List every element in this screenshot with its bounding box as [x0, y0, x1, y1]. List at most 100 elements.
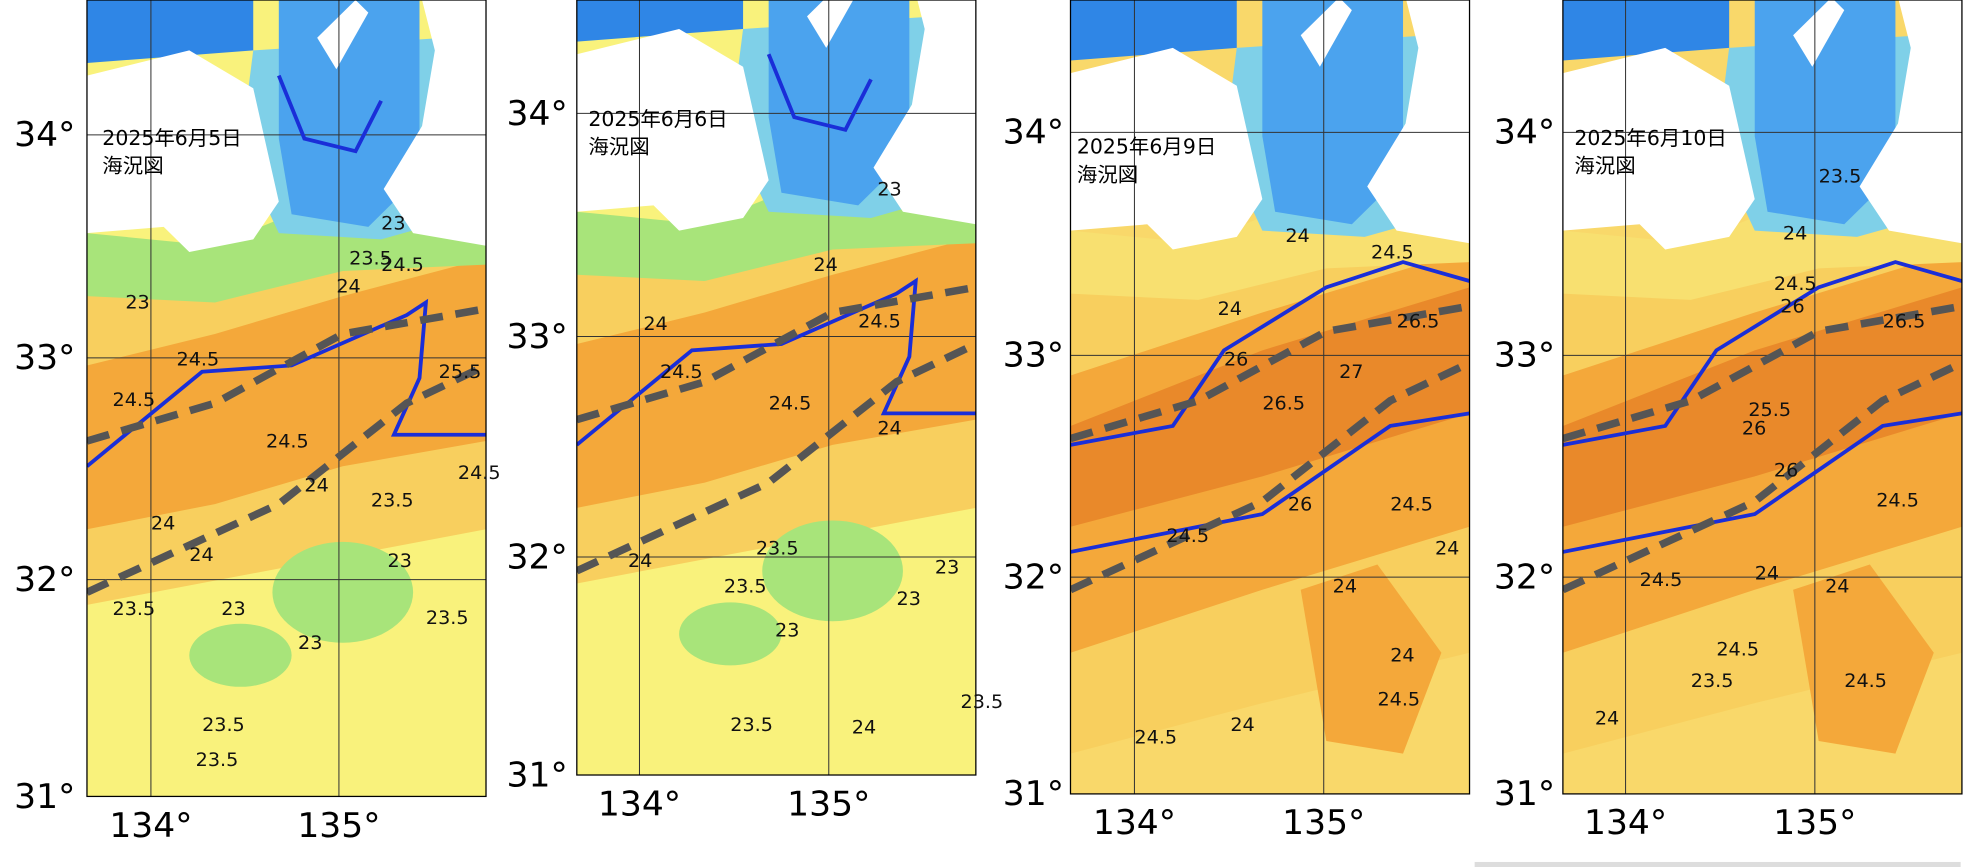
contour-label: 24 — [628, 550, 652, 572]
sea-blue — [278, 0, 420, 227]
contour-label: 23.5 — [371, 490, 414, 512]
land — [1300, 0, 1352, 67]
contour-label: 23 — [897, 588, 921, 610]
sea-dark-orange — [1562, 287, 1962, 527]
contour-label: 24.5 — [769, 393, 812, 415]
contour-label: 23.5 — [113, 598, 156, 620]
land — [576, 28, 769, 231]
contour-label: 24 — [336, 275, 360, 297]
contour-label: 24 — [189, 544, 213, 566]
sea-orange-patch — [1300, 564, 1442, 754]
date-label: 2025年6月10日 — [1574, 126, 1726, 150]
lat-label: 34° — [14, 115, 75, 155]
sea-blue — [768, 0, 910, 206]
land — [1070, 47, 1263, 250]
front-line — [766, 53, 873, 132]
contour-label: 24.5 — [1166, 525, 1209, 547]
contour-label: 24.5 — [1134, 727, 1177, 749]
front-line — [1070, 260, 1470, 447]
contour-label: 24.5 — [381, 254, 424, 276]
contour-label: 23.5 — [1691, 670, 1734, 692]
contour-label: 23 — [775, 620, 799, 642]
lon-label: 134° — [1093, 803, 1176, 843]
contour-label: 24.5 — [176, 349, 219, 371]
panel-frame — [576, 0, 977, 776]
contour-label: 24.5 — [660, 361, 703, 383]
date-label: 2025年6月9日 — [1077, 135, 1216, 159]
lat-label: 33° — [1003, 336, 1064, 376]
contour-label: 24 — [1390, 645, 1414, 667]
map-panel — [1562, 0, 1962, 794]
lat-label: 34° — [507, 94, 568, 134]
land — [807, 0, 854, 48]
sea-cool-patch — [679, 602, 782, 666]
sea-blue — [1262, 0, 1404, 225]
contour-label: 23.5 — [349, 248, 392, 270]
contour-label: 24 — [643, 313, 667, 335]
lat-label: 32° — [1003, 558, 1064, 598]
lon-label: 134° — [598, 785, 681, 825]
contour-label: 24.5 — [1716, 638, 1759, 660]
land — [317, 0, 369, 70]
contour-label: 26 — [1288, 493, 1312, 515]
map-title: 海況図 — [1077, 163, 1138, 187]
lat-label: 31° — [1494, 774, 1555, 814]
contour-label: 26 — [1774, 459, 1798, 481]
contour-label: 25.5 — [1748, 399, 1791, 421]
land — [383, 0, 487, 246]
lat-label: 33° — [1494, 336, 1555, 376]
contour-label: 24 — [1435, 538, 1459, 560]
panel-frame — [1069, 0, 1471, 795]
map-panel — [1070, 0, 1470, 794]
contour-label: 23 — [877, 178, 901, 200]
sea-deep — [1070, 0, 1237, 61]
contour-label: 24 — [1825, 575, 1849, 597]
contour-label: 24 — [852, 717, 876, 739]
contour-label: 24.5 — [1876, 490, 1919, 512]
lat-label: 33° — [14, 338, 75, 378]
land — [1859, 0, 1962, 244]
contour-label: 24.5 — [458, 462, 501, 484]
lat-label: 34° — [1003, 113, 1064, 153]
scroll-bar — [1474, 861, 1961, 867]
contour-label: 23 — [221, 598, 245, 620]
contour-label: 24 — [1230, 714, 1254, 736]
land — [1793, 0, 1845, 67]
contour-label: 24 — [1755, 563, 1779, 585]
contour-label: 23.5 — [1819, 166, 1862, 188]
contour-label: 24 — [304, 475, 328, 497]
sea-cool-patch — [762, 520, 903, 622]
lon-label: 135° — [1773, 803, 1856, 843]
contour-label: 24.5 — [858, 311, 901, 333]
contour-label: 23 — [388, 550, 412, 572]
contour-label: 23 — [125, 292, 149, 314]
sea-blue — [1754, 0, 1896, 225]
current-axis — [86, 362, 487, 596]
sea-deep — [576, 0, 744, 42]
contour-label: 24.5 — [266, 430, 309, 452]
sea-dark-orange — [1070, 287, 1470, 527]
contour-label: 26 — [1224, 349, 1248, 371]
lon-label: 134° — [1584, 803, 1667, 843]
contour-label: 24 — [151, 512, 175, 534]
lat-label: 31° — [14, 777, 75, 817]
contour-label: 24.5 — [1377, 689, 1420, 711]
date-label: 2025年6月6日 — [588, 107, 727, 131]
lat-label: 31° — [507, 756, 568, 796]
land — [873, 0, 976, 225]
land — [86, 50, 279, 253]
contour-label: 23.5 — [756, 538, 799, 560]
front-line — [576, 277, 976, 447]
contour-label: 25.5 — [439, 361, 482, 383]
map-title: 海況図 — [1574, 154, 1635, 178]
contour-label: 24.5 — [1844, 670, 1887, 692]
contour-label: 24 — [1285, 225, 1309, 247]
current-axis — [1562, 359, 1962, 594]
land — [1562, 47, 1755, 250]
lon-label: 134° — [109, 806, 192, 846]
front-line — [1562, 260, 1962, 447]
contour-label: 24.5 — [1390, 493, 1433, 515]
land — [1367, 0, 1470, 244]
contour-label: 24.5 — [113, 389, 156, 411]
